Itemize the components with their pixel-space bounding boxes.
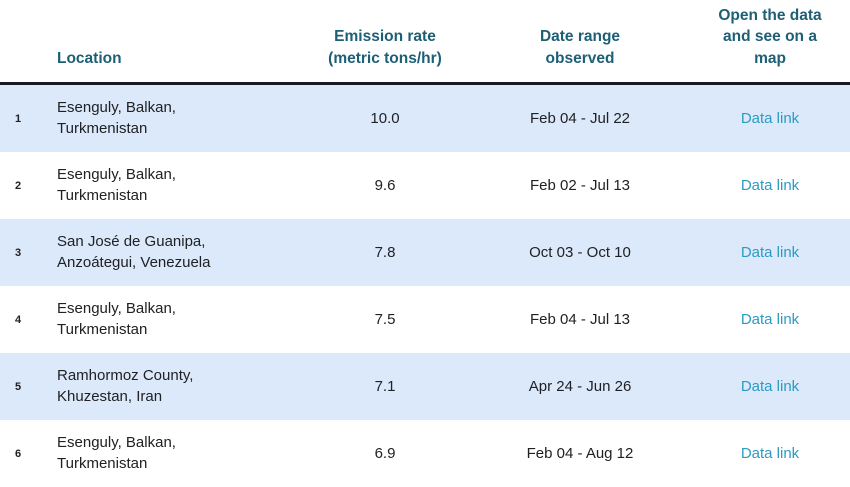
data-link[interactable]: Data link	[740, 445, 800, 462]
location-text: San José de Guanipa, Anzoátegui, Venezue…	[57, 233, 211, 271]
location-text: Ramhormoz County, Khuzestan, Iran	[57, 367, 194, 405]
header-map-link: Open the data and see on a map	[718, 6, 822, 67]
date-range-cell: Apr 24 - Jun 26	[528, 378, 632, 395]
data-link[interactable]: Data link	[740, 244, 800, 261]
data-link-cell: Data link	[690, 110, 850, 127]
data-link-cell: Data link	[690, 378, 850, 395]
location-text: Esenguly, Balkan, Turkmenistan	[57, 434, 176, 472]
row-rank: 5	[15, 380, 22, 393]
location-cell: Ramhormoz County, Khuzestan, Iran	[48, 366, 300, 407]
data-link[interactable]: Data link	[740, 378, 800, 395]
date-range-cell: Feb 04 - Jul 22	[529, 110, 631, 127]
location-text: Esenguly, Balkan, Turkmenistan	[57, 99, 176, 137]
location-cell: Esenguly, Balkan, Turkmenistan	[48, 165, 300, 206]
emission-rate-cell: 9.6	[374, 177, 396, 194]
date-range-cell: Feb 04 - Aug 12	[526, 445, 634, 462]
table-row: 2 Esenguly, Balkan, Turkmenistan 9.6 Feb…	[0, 152, 850, 219]
header-location: Location	[57, 49, 122, 67]
emission-rate-cell: 6.9	[374, 445, 396, 462]
row-rank: 4	[15, 313, 22, 326]
row-rank: 2	[15, 179, 22, 192]
data-link[interactable]: Data link	[740, 110, 800, 127]
location-cell: Esenguly, Balkan, Turkmenistan	[48, 98, 300, 139]
header-date-range: Date range observed	[539, 28, 621, 67]
header-rank	[0, 69, 48, 82]
table-row: 6 Esenguly, Balkan, Turkmenistan 6.9 Feb…	[0, 420, 850, 487]
location-cell: Esenguly, Balkan, Turkmenistan	[48, 299, 300, 340]
table-row: 1 Esenguly, Balkan, Turkmenistan 10.0 Fe…	[0, 85, 850, 152]
location-text: Esenguly, Balkan, Turkmenistan	[57, 300, 176, 338]
data-link-cell: Data link	[690, 244, 850, 261]
row-rank: 6	[15, 447, 22, 460]
table-row: 5 Ramhormoz County, Khuzestan, Iran 7.1 …	[0, 353, 850, 420]
emission-rate-cell: 7.8	[374, 244, 396, 261]
location-cell: Esenguly, Balkan, Turkmenistan	[48, 433, 300, 474]
row-rank: 3	[15, 246, 22, 259]
table-row: 3 San José de Guanipa, Anzoátegui, Venez…	[0, 219, 850, 286]
data-link[interactable]: Data link	[740, 311, 800, 328]
data-link-cell: Data link	[690, 311, 850, 328]
emission-rate-cell: 10.0	[370, 110, 400, 127]
location-cell: San José de Guanipa, Anzoátegui, Venezue…	[48, 232, 300, 273]
location-text: Esenguly, Balkan, Turkmenistan	[57, 166, 176, 204]
emission-rate-cell: 7.1	[374, 378, 396, 395]
data-link-cell: Data link	[690, 177, 850, 194]
data-link[interactable]: Data link	[740, 177, 800, 194]
emission-rate-cell: 7.5	[374, 311, 396, 328]
data-link-cell: Data link	[690, 445, 850, 462]
date-range-cell: Oct 03 - Oct 10	[529, 244, 631, 261]
table-header-row: Location Emission rate (metric tons/hr) …	[0, 0, 850, 85]
date-range-cell: Feb 02 - Jul 13	[529, 177, 631, 194]
header-emission-rate: Emission rate (metric tons/hr)	[328, 28, 442, 67]
date-range-cell: Feb 04 - Jul 13	[529, 311, 631, 328]
row-rank: 1	[15, 112, 22, 125]
table-row: 4 Esenguly, Balkan, Turkmenistan 7.5 Feb…	[0, 286, 850, 353]
